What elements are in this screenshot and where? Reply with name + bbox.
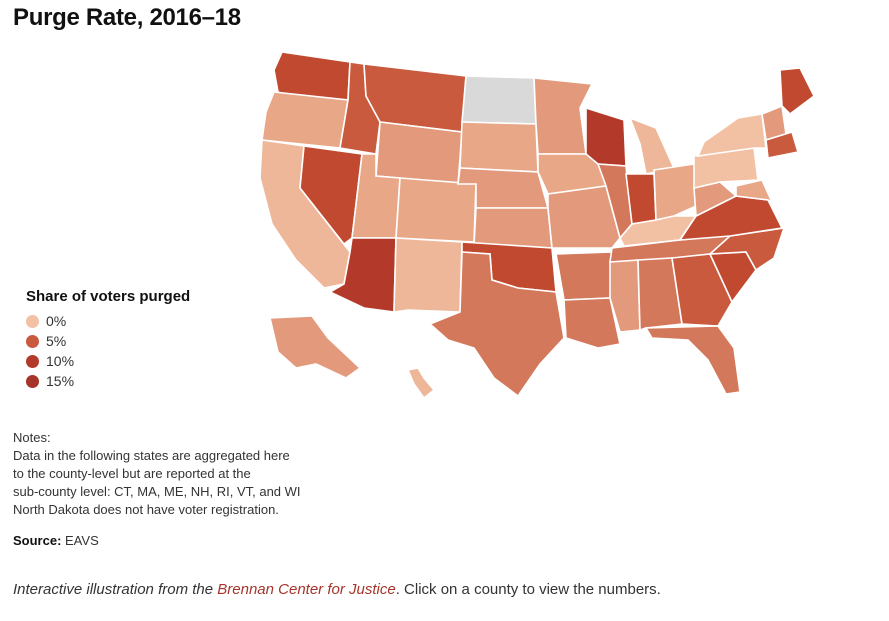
legend-item-5: 5%: [26, 331, 190, 351]
source-label: Source:: [13, 533, 66, 548]
legend-title: Share of voters purged: [26, 288, 191, 305]
notes-line-1: Data in the following states are aggrega…: [13, 448, 290, 463]
credit-line: Interactive illustration from the Brenna…: [13, 581, 661, 598]
state-new-mexico[interactable]: [393, 237, 463, 313]
source-line: Source: EAVS: [13, 533, 99, 548]
state-alaska[interactable]: [269, 315, 362, 379]
state-hawaii[interactable]: [406, 367, 436, 400]
state-alabama[interactable]: [637, 257, 683, 332]
state-north-dakota[interactable]: [461, 75, 537, 125]
brennan-center-link[interactable]: Brennan Center for Justice: [217, 581, 396, 598]
legend-item-10: 10%: [26, 351, 190, 371]
notes-line-2: to the county-level but are reported at …: [13, 466, 251, 481]
state-minnesota[interactable]: [533, 77, 594, 155]
state-michigan[interactable]: [628, 116, 676, 175]
legend-item-0: 0%: [26, 311, 190, 331]
state-wyoming[interactable]: [375, 121, 463, 185]
state-texas[interactable]: [428, 251, 565, 398]
legend-swatch-0: [26, 314, 39, 328]
state-nevada[interactable]: [299, 145, 363, 246]
state-nj-md-de[interactable]: [735, 179, 774, 204]
us-county-map[interactable]: [200, 48, 820, 408]
state-mississippi[interactable]: [609, 259, 641, 333]
map-notes: Notes: Data in the following states are …: [13, 429, 343, 519]
state-north-carolina[interactable]: [707, 227, 786, 272]
legend-label-5: 5%: [46, 333, 67, 349]
source-value: EAVS: [65, 533, 99, 548]
state-georgia[interactable]: [671, 253, 733, 327]
state-ohio[interactable]: [653, 163, 697, 221]
map-legend: Share of voters purged 0% 5% 10% 15%: [26, 288, 190, 391]
map-title: Purge Rate, 2016–18: [13, 4, 241, 31]
state-new-york[interactable]: [696, 113, 767, 157]
state-florida[interactable]: [644, 325, 741, 395]
legend-swatch-10: [26, 354, 39, 368]
notes-line-3: sub-county level: CT, MA, ME, NH, RI, VT…: [13, 484, 301, 499]
credit-suffix: . Click on a county to view the numbers.: [395, 581, 661, 598]
legend-item-15: 15%: [26, 371, 190, 391]
state-massachusetts-ct-ri[interactable]: [765, 130, 800, 159]
state-south-dakota[interactable]: [459, 121, 539, 173]
state-wisconsin[interactable]: [585, 106, 627, 167]
state-maine[interactable]: [779, 67, 816, 116]
legend-swatch-15: [26, 374, 39, 388]
state-arkansas[interactable]: [555, 251, 613, 301]
notes-heading: Notes:: [13, 430, 51, 445]
legend-swatch-5: [26, 334, 39, 348]
state-oregon[interactable]: [261, 91, 349, 149]
credit-prefix: Interactive illustration from the: [13, 581, 218, 598]
notes-line-4: North Dakota does not have voter registr…: [13, 502, 279, 517]
state-colorado[interactable]: [395, 177, 477, 243]
legend-label-15: 15%: [46, 373, 75, 389]
legend-label-10: 10%: [46, 353, 75, 369]
state-louisiana[interactable]: [563, 297, 621, 349]
state-kansas[interactable]: [473, 207, 553, 249]
choropleth-svg[interactable]: [200, 48, 820, 408]
state-indiana[interactable]: [625, 173, 657, 225]
legend-label-0: 0%: [46, 313, 67, 329]
